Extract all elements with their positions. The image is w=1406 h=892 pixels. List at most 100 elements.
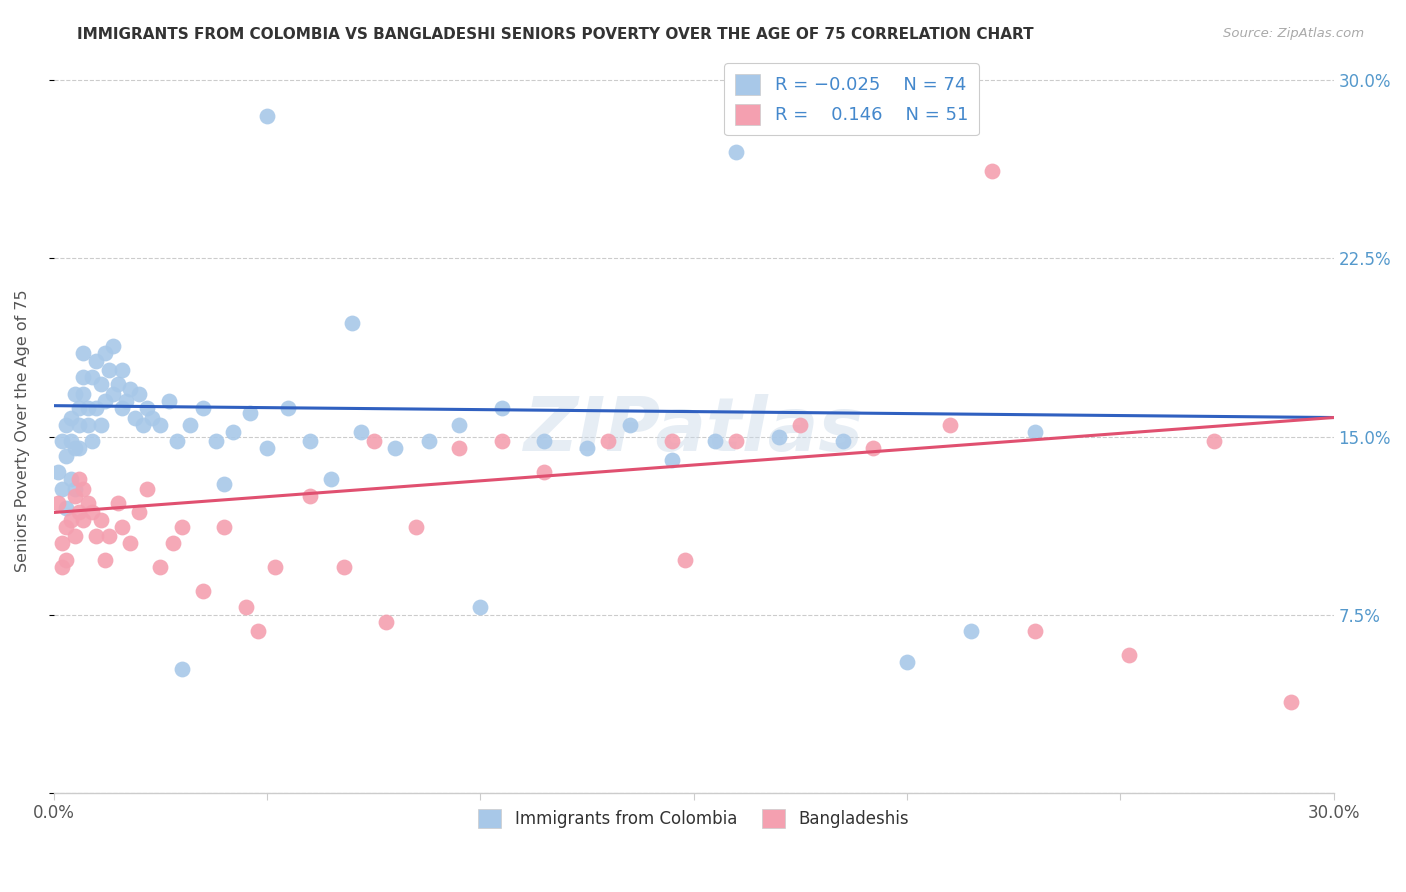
Point — [470, 600, 492, 615]
Point — [136, 482, 159, 496]
Point — [80, 506, 103, 520]
Point — [277, 401, 299, 415]
Point — [768, 429, 790, 443]
Point — [111, 401, 134, 415]
Point — [575, 442, 598, 456]
Point — [55, 500, 77, 515]
Point — [115, 393, 138, 408]
Point — [107, 377, 129, 392]
Point — [298, 434, 321, 449]
Point — [128, 506, 150, 520]
Point — [363, 434, 385, 449]
Point — [960, 624, 983, 639]
Point — [405, 520, 427, 534]
Point — [191, 401, 214, 415]
Point — [789, 417, 811, 432]
Point — [80, 434, 103, 449]
Point — [170, 662, 193, 676]
Point — [214, 477, 236, 491]
Point — [63, 489, 86, 503]
Point — [67, 401, 90, 415]
Point — [896, 655, 918, 669]
Y-axis label: Seniors Poverty Over the Age of 75: Seniors Poverty Over the Age of 75 — [15, 289, 30, 572]
Point — [162, 536, 184, 550]
Point — [55, 553, 77, 567]
Point — [418, 434, 440, 449]
Point — [204, 434, 226, 449]
Point — [661, 453, 683, 467]
Point — [98, 529, 121, 543]
Point — [63, 482, 86, 496]
Point — [619, 417, 641, 432]
Point — [51, 482, 73, 496]
Point — [124, 410, 146, 425]
Point — [157, 393, 180, 408]
Point — [725, 145, 748, 159]
Text: ZIPatlas: ZIPatlas — [523, 394, 863, 467]
Point — [59, 410, 82, 425]
Legend: Immigrants from Colombia, Bangladeshis: Immigrants from Colombia, Bangladeshis — [471, 803, 915, 835]
Point — [179, 417, 201, 432]
Point — [94, 393, 117, 408]
Point — [239, 406, 262, 420]
Point — [80, 370, 103, 384]
Point — [256, 442, 278, 456]
Point — [51, 560, 73, 574]
Point — [938, 417, 960, 432]
Point — [76, 417, 98, 432]
Point — [342, 316, 364, 330]
Point — [72, 482, 94, 496]
Point — [111, 363, 134, 377]
Point — [298, 489, 321, 503]
Point — [94, 553, 117, 567]
Point — [51, 434, 73, 449]
Point — [149, 417, 172, 432]
Point — [63, 386, 86, 401]
Point — [46, 465, 69, 479]
Point — [149, 560, 172, 574]
Point — [55, 520, 77, 534]
Point — [491, 401, 513, 415]
Point — [72, 513, 94, 527]
Point — [533, 465, 555, 479]
Point — [661, 434, 683, 449]
Point — [76, 496, 98, 510]
Point — [222, 425, 245, 439]
Point — [67, 417, 90, 432]
Point — [46, 496, 69, 510]
Point — [332, 560, 354, 574]
Point — [725, 434, 748, 449]
Point — [384, 442, 406, 456]
Point — [350, 425, 373, 439]
Point — [447, 442, 470, 456]
Point — [103, 386, 125, 401]
Point — [90, 513, 112, 527]
Point — [67, 506, 90, 520]
Point — [84, 353, 107, 368]
Point — [533, 434, 555, 449]
Point — [256, 109, 278, 123]
Point — [981, 163, 1004, 178]
Point — [55, 417, 77, 432]
Point — [72, 370, 94, 384]
Point — [72, 346, 94, 360]
Point — [831, 434, 853, 449]
Point — [491, 434, 513, 449]
Point — [598, 434, 620, 449]
Point — [107, 496, 129, 510]
Point — [1024, 425, 1046, 439]
Point — [141, 410, 163, 425]
Point — [214, 520, 236, 534]
Point — [673, 553, 696, 567]
Point — [94, 346, 117, 360]
Point — [84, 401, 107, 415]
Point — [63, 442, 86, 456]
Point — [862, 442, 884, 456]
Point — [319, 472, 342, 486]
Point — [120, 536, 142, 550]
Point — [90, 417, 112, 432]
Point — [90, 377, 112, 392]
Point — [1024, 624, 1046, 639]
Point — [128, 386, 150, 401]
Point — [447, 417, 470, 432]
